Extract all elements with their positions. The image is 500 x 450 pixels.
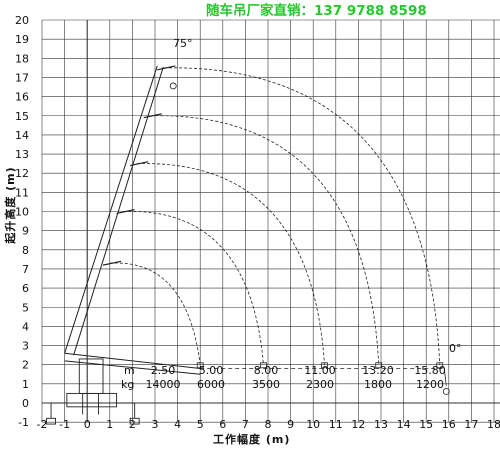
- x-tick-label: 11: [329, 418, 343, 431]
- envelope-arc: [136, 163, 325, 365]
- y-tick-label: 0: [22, 397, 29, 410]
- boom-line-main: [64, 65, 158, 354]
- hook-icon: [169, 82, 177, 90]
- x-tick-label: 0: [84, 418, 91, 431]
- y-axis-label: 起升高度 (m): [3, 166, 17, 244]
- y-tick-label: 3: [22, 340, 29, 353]
- crane-drawing: [46, 358, 140, 425]
- angle-min-label: 0°: [449, 342, 462, 355]
- x-tick-label: 1: [106, 418, 113, 431]
- y-tick-label: 19: [15, 33, 29, 46]
- load-value: 14000: [146, 378, 181, 391]
- x-tick-label: 17: [464, 418, 478, 431]
- x-tick-label: 15: [419, 418, 433, 431]
- radius-value: 5.00: [199, 364, 224, 377]
- y-tick-label: 4: [22, 320, 29, 333]
- hook-block-icon: [196, 362, 204, 369]
- crane-base-frame: [66, 392, 118, 408]
- load-unit: kg: [121, 378, 134, 391]
- y-tick-label: 20: [15, 14, 29, 27]
- load-value: 6000: [197, 378, 225, 391]
- envelope-arc: [109, 262, 201, 365]
- boom-horizontal-lower: [64, 360, 201, 375]
- hook-block-icon: [260, 362, 267, 369]
- x-tick-label: 4: [174, 418, 181, 431]
- grid-lines: [41, 19, 500, 423]
- y-tick-label: 8: [22, 244, 29, 257]
- envelope-arc: [123, 211, 264, 365]
- load-value: 1800: [364, 378, 392, 391]
- y-tick-label: 18: [15, 52, 29, 65]
- load-value: 2300: [306, 378, 334, 391]
- load-value: 1200: [416, 378, 444, 391]
- x-tick-label: 16: [442, 418, 456, 431]
- radius-unit: m: [124, 364, 135, 377]
- y-tick-label: 6: [22, 282, 29, 295]
- hook-block-icon: [321, 362, 328, 369]
- boom-sections: [64, 65, 450, 395]
- radius-value: 13.20: [362, 364, 394, 377]
- envelope-arc: [150, 115, 380, 365]
- y-tick-label: 9: [22, 225, 29, 238]
- x-tick-label: 6: [219, 418, 226, 431]
- x-tick-label: 12: [351, 418, 365, 431]
- x-axis-label: 工作幅度 (m): [213, 432, 290, 446]
- hook-rope: [443, 368, 447, 386]
- x-tick-label: 13: [374, 418, 388, 431]
- crane-column: [78, 358, 104, 394]
- x-tick-label: -2: [37, 418, 48, 431]
- envelope-arc: [164, 67, 441, 365]
- load-value: 3500: [252, 378, 280, 391]
- boom-horizontal-upper: [64, 352, 201, 370]
- y-tick-label: 1: [22, 378, 29, 391]
- radius-value: 11.00: [304, 364, 336, 377]
- envelope-arcs: [109, 67, 444, 369]
- x-tick-label: 7: [242, 418, 249, 431]
- boom-line-outer: [73, 66, 164, 356]
- x-tick-label: 3: [152, 418, 159, 431]
- radius-value: 2.50: [151, 364, 176, 377]
- angle-max-label: 75°: [173, 37, 193, 50]
- y-tick-label: -1: [18, 416, 29, 429]
- x-tick-label: 9: [287, 418, 294, 431]
- x-tick-label: -1: [59, 418, 70, 431]
- y-tick-label: 11: [15, 186, 29, 199]
- x-tick-label: 10: [306, 418, 320, 431]
- y-tick-label: 2: [22, 359, 29, 372]
- hook-block-icon: [375, 362, 383, 369]
- y-tick-label: 17: [15, 71, 29, 84]
- y-tick-label: 12: [15, 167, 29, 180]
- x-tick-label: 18: [487, 418, 500, 431]
- hook-icon: [442, 388, 450, 395]
- x-tick-label: 5: [197, 418, 204, 431]
- x-tick-label: 8: [265, 418, 272, 431]
- y-tick-label: 5: [22, 301, 29, 314]
- y-tick-label: 16: [15, 91, 29, 104]
- y-tick-label: 10: [15, 206, 29, 219]
- radius-value: 8.00: [254, 364, 279, 377]
- outrigger-right-pad: [129, 417, 140, 425]
- y-tick-label: 14: [15, 129, 29, 142]
- radius-value: 15.80: [414, 364, 446, 377]
- y-tick-label: 13: [15, 148, 29, 161]
- x-tick-label: 14: [397, 418, 411, 431]
- y-tick-label: 7: [22, 263, 29, 276]
- outrigger-left-pad: [46, 417, 57, 425]
- hook-block-icon: [436, 362, 444, 369]
- y-tick-label: 15: [15, 110, 29, 123]
- banner-text: 随车吊厂家直销：137 9788 8598: [206, 2, 427, 19]
